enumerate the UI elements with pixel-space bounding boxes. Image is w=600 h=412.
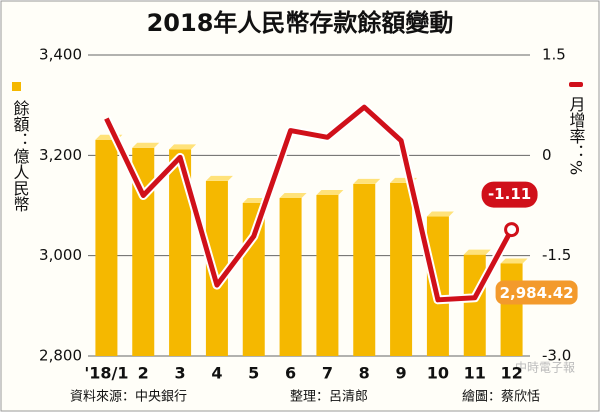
bar-top <box>169 144 197 150</box>
x-tick-label: 5 <box>248 364 259 383</box>
bar <box>279 197 302 356</box>
bar-top <box>463 249 491 255</box>
value-label-box <box>481 181 538 208</box>
bar <box>316 194 339 356</box>
y2-tick-label: 0 <box>542 146 552 164</box>
x-tick-label: 3 <box>175 364 186 383</box>
bar <box>463 254 486 356</box>
bar <box>390 182 413 356</box>
x-tick-label: '18/1 <box>84 364 128 383</box>
y2-tick-label: 1.5 <box>542 46 566 64</box>
bar <box>205 180 228 356</box>
y-tick-label: 3,000 <box>39 246 82 264</box>
bar-top <box>205 175 233 181</box>
watermark: 中時電子報 <box>515 360 575 375</box>
x-tick-label: 4 <box>211 364 222 383</box>
chart-title: 2018年人民幣存款餘額變動 <box>147 9 454 37</box>
value-label: -1.11 <box>488 185 531 203</box>
line <box>104 104 514 303</box>
source: 資料來源：中央銀行 <box>70 390 187 405</box>
grid <box>88 54 530 357</box>
x-tick-label: 2 <box>138 364 149 383</box>
bar <box>169 149 192 356</box>
line-point <box>504 222 520 238</box>
right-axis-icon <box>569 82 583 87</box>
value-label: 2,984.42 <box>500 284 574 302</box>
y-tick-label: 3,200 <box>39 146 82 164</box>
bar-top <box>426 211 454 217</box>
x-tick-label: 9 <box>396 364 407 383</box>
x-tick-label: 6 <box>285 364 296 383</box>
x-tick-label: 12 <box>500 364 522 383</box>
bar-top <box>500 258 528 264</box>
bar <box>132 147 155 356</box>
x-tick-label: 11 <box>464 364 486 383</box>
y2-tick-label: -1.5 <box>542 246 571 264</box>
bar <box>500 263 523 356</box>
bar-top <box>279 192 307 198</box>
x-tick-label: 10 <box>427 364 449 383</box>
x-tick-label: 8 <box>359 364 370 383</box>
y-tick-label: 3,400 <box>39 46 82 64</box>
y2-axis-label: 月增率：% <box>567 96 586 175</box>
editor: 整理：呂清郎 <box>290 390 368 405</box>
bar-top <box>353 178 381 184</box>
bar-top <box>316 189 344 195</box>
y-axis-label: 餘額：億人民幣 <box>11 100 30 212</box>
artist: 繪圖：蔡欣恬 <box>462 389 540 405</box>
left-axis-icon <box>12 82 21 91</box>
y2-tick-label: -3.0 <box>542 347 571 365</box>
value-label-box <box>495 280 578 305</box>
bar <box>95 139 118 356</box>
bar <box>353 183 376 356</box>
bar-top <box>132 142 160 148</box>
x-tick-label: 7 <box>322 364 333 383</box>
y-tick-label: 2,800 <box>39 347 82 365</box>
